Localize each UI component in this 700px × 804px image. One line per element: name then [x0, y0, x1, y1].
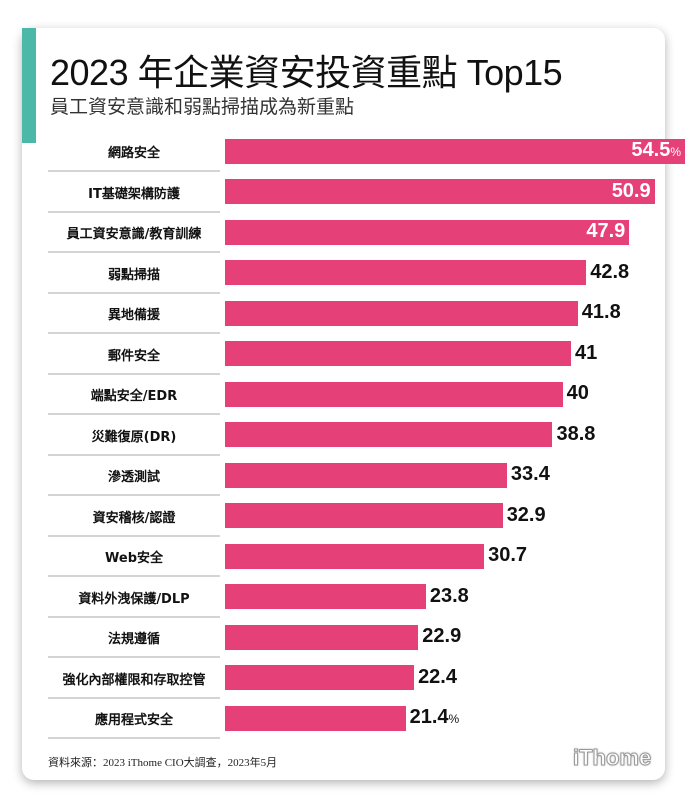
value-text: 47.9	[586, 220, 626, 242]
bar	[225, 219, 630, 245]
unit-label: %	[670, 145, 681, 159]
row-divider	[48, 696, 220, 699]
category-label: 資安稽核/認證	[92, 510, 176, 526]
value-label: 22.4	[418, 666, 457, 689]
value-text: 30.7	[488, 544, 528, 566]
value-text: 22.4	[418, 665, 457, 688]
value-text: 42.8	[590, 260, 630, 283]
value-text: 50.9	[611, 179, 651, 202]
category-label: 應用程式安全	[94, 713, 173, 728]
value-label: 54.5%	[631, 139, 681, 162]
row-divider	[48, 737, 220, 739]
category-label: 災難復原(DR)	[91, 429, 177, 445]
row-divider	[48, 453, 220, 456]
value-label: 50.9	[612, 180, 651, 203]
bar	[225, 300, 578, 326]
row-divider	[48, 656, 220, 658]
row-divider	[48, 494, 220, 496]
category-label: Web安全	[105, 551, 163, 566]
value-label: 21.4%	[410, 706, 460, 729]
row-divider	[48, 413, 220, 415]
category-label: 郵件安全	[107, 348, 160, 364]
bar	[225, 584, 426, 609]
category-label: 端點安全/EDR	[90, 389, 178, 404]
row-divider	[48, 615, 220, 618]
row-divider	[48, 332, 220, 334]
value-text: 21.4	[409, 706, 449, 728]
value-text: 54.5	[631, 139, 671, 161]
bar	[225, 543, 485, 569]
accent-bar	[22, 28, 36, 143]
row-divider	[48, 575, 220, 577]
row-divider	[48, 251, 220, 253]
value-label: 41.8	[582, 301, 621, 324]
value-label: 22.9	[422, 625, 461, 648]
value-text: 38.8	[556, 422, 596, 445]
value-text: 33.4	[510, 463, 550, 485]
value-label: 30.7	[488, 544, 527, 567]
row-divider	[48, 372, 220, 375]
value-label: 41	[575, 342, 597, 365]
bar	[225, 422, 553, 447]
row-divider	[48, 534, 220, 537]
chart-title: 2023 年企業資安投資重點 Top15	[50, 52, 563, 93]
value-text: 40	[566, 382, 589, 404]
bar	[225, 462, 507, 488]
bar	[225, 624, 419, 650]
bar	[225, 381, 563, 407]
bar	[225, 503, 503, 528]
value-label: 32.9	[507, 504, 546, 527]
bar	[225, 705, 406, 731]
value-label: 42.8	[590, 261, 629, 284]
category-label: 員工資安意識/教育訓練	[66, 227, 202, 242]
bar	[225, 260, 587, 285]
category-label: 弱點掃描	[107, 267, 160, 283]
row-divider	[48, 291, 220, 294]
value-label: 33.4	[511, 463, 550, 486]
category-label: 強化內部權限和存取控管	[62, 672, 206, 688]
category-label: 法規遵循	[107, 632, 160, 647]
value-text: 23.8	[429, 584, 469, 607]
bar	[225, 665, 415, 690]
category-label: 滲透測試	[107, 470, 160, 485]
row-divider	[48, 210, 220, 213]
value-label: 23.8	[430, 585, 469, 608]
value-text: 41	[575, 341, 598, 364]
category-label: 網路安全	[107, 146, 160, 161]
category-label: 資料外洩保護/DLP	[78, 591, 190, 607]
category-label: 異地備援	[107, 308, 160, 323]
value-text: 22.9	[422, 625, 462, 647]
source-note: 資料來源：2023 iThome CIO大調查，2023年5月	[48, 757, 278, 769]
value-label: 38.8	[556, 423, 595, 446]
bar	[225, 138, 685, 164]
bar	[225, 341, 572, 366]
value-label: 47.9	[586, 220, 625, 243]
row-divider	[48, 170, 220, 172]
value-text: 32.9	[506, 503, 546, 526]
ithome-logo: iThome	[572, 745, 652, 771]
value-text: 41.8	[581, 301, 621, 323]
value-label: 40	[567, 382, 589, 405]
unit-label: %	[448, 712, 460, 726]
chart-subtitle: 員工資安意識和弱點掃描成為新重點	[50, 96, 355, 118]
bar	[225, 179, 655, 204]
category-label: IT基礎架構防護	[88, 186, 180, 202]
